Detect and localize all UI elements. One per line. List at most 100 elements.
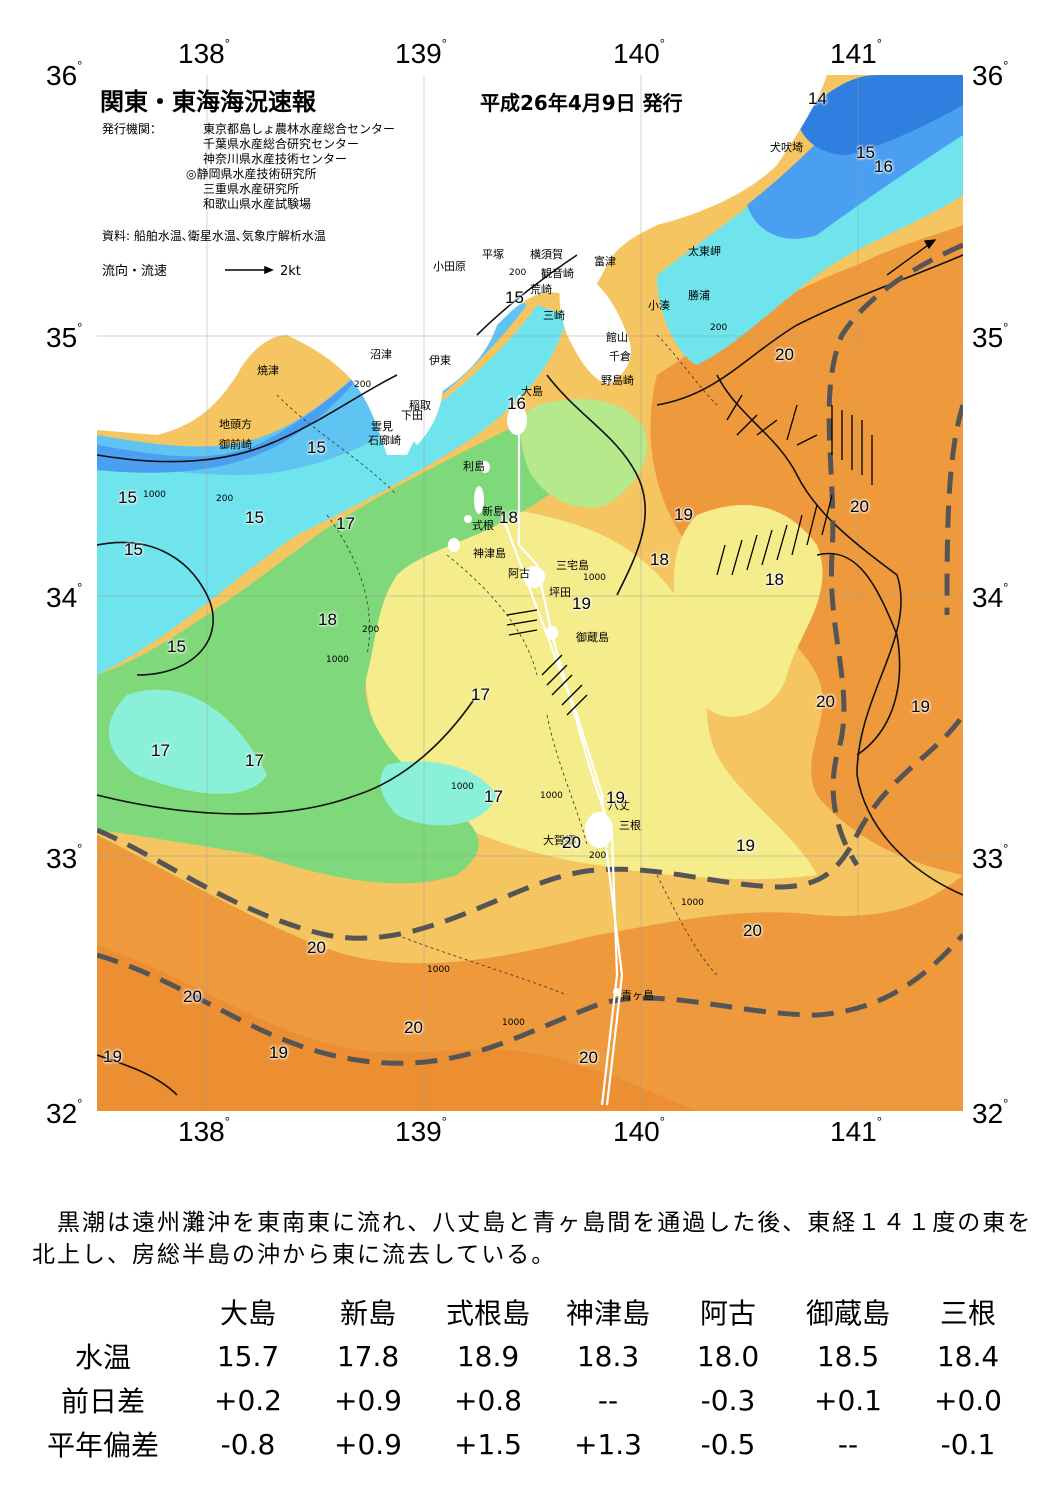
isotherm-label: 19 — [736, 836, 755, 855]
data-source: 資料: 船舶水温､衛星水温､気象庁解析水温 — [102, 229, 326, 243]
isotherm-label: 20 — [816, 692, 835, 711]
lon-label-138-bottom: 138° — [178, 1114, 230, 1147]
place-yokosuka: 横須賀 — [530, 248, 563, 261]
isotherm-label: 17 — [151, 741, 170, 760]
table-cell: 18.9 — [456, 1339, 520, 1373]
ne-deep-blue-water — [797, 75, 963, 155]
place-kannonzaki: 観音崎 — [541, 267, 574, 280]
isotherm-label: 15 — [307, 438, 326, 457]
isotherm-label: 17 — [245, 751, 264, 770]
station-header: 御蔵島 — [805, 1297, 890, 1330]
place-yaizu: 焼津 — [257, 364, 279, 377]
depth-label: 200 — [216, 494, 234, 504]
place-miyakejima: 三宅島 — [556, 559, 589, 572]
table-row: 水温 15.7 17.8 18.9 18.3 18.0 18.5 18.4 — [18, 1334, 1028, 1378]
place-ito: 伊東 — [429, 354, 451, 367]
table-header-row: 大島 新島 式根島 神津島 阿古 御蔵島 三根 — [18, 1290, 1028, 1334]
table-cell: +1.5 — [454, 1427, 522, 1461]
issuer-6: 和歌山県水産試験場 — [203, 197, 312, 211]
depth-label: 1000 — [451, 782, 474, 792]
cyan-water-sw — [108, 689, 268, 794]
depth-label: 200 — [710, 323, 728, 333]
table-cell: +0.1 — [814, 1383, 882, 1417]
depth-label: 200 — [354, 380, 372, 390]
land-kanto — [97, 75, 827, 455]
row-label: 前日差 — [60, 1385, 145, 1418]
depth-label: 1000 — [326, 655, 349, 665]
isotherm-label: 19 — [103, 1047, 122, 1066]
table-corner — [18, 1290, 188, 1334]
depth-label: 200 — [362, 625, 380, 635]
island-toshima — [480, 461, 490, 473]
issuer-label: 発行機関： — [102, 122, 163, 136]
yellow-water-east — [673, 505, 823, 717]
place-ako: 阿古 — [508, 567, 530, 580]
place-niijima: 新島 — [482, 505, 504, 518]
island-kozushima — [448, 538, 460, 552]
issuer-5: 三重県水産研究所 — [203, 182, 300, 196]
island-oshima — [507, 405, 527, 435]
isotherm-label: 15 — [505, 288, 524, 307]
issuer-2: 千葉県水産総合研究センター — [203, 137, 360, 151]
table-cell: 18.3 — [576, 1339, 640, 1373]
isotherm-label: 17 — [336, 514, 355, 533]
lon-label-140-bottom: 140° — [613, 1114, 665, 1147]
table-cell: 18.4 — [936, 1339, 1000, 1373]
table-cell: -- — [597, 1383, 619, 1417]
table-cell: +0.0 — [934, 1383, 1002, 1417]
isotherm-label: 19 — [674, 505, 693, 524]
place-hiratsuka: 平塚 — [482, 248, 504, 261]
depth-label: 1000 — [143, 490, 166, 500]
place-futtsu: 富津 — [594, 255, 616, 268]
lon-label-139-top: 139° — [395, 36, 447, 69]
lon-label-140-top: 140° — [613, 36, 665, 69]
lon-label-141-top: 141° — [830, 36, 882, 69]
table-cell: +0.9 — [334, 1383, 402, 1417]
land-izu-peninsula — [390, 315, 444, 445]
kuroshio-band-deep — [97, 945, 697, 1111]
cyan-water-south — [380, 761, 497, 826]
place-hachijo: 八丈 — [608, 799, 630, 812]
land-boso — [559, 265, 631, 385]
place-irozaki: 石廊崎 — [368, 434, 401, 447]
depth-label: 1000 — [681, 898, 704, 908]
isotherm-label: 17 — [471, 685, 490, 704]
table-cell: -0.5 — [700, 1427, 756, 1461]
lat-label-32-right: 32° — [972, 1096, 1009, 1129]
isotherm-label: 20 — [404, 1018, 423, 1037]
place-numazu: 沼津 — [370, 348, 392, 361]
lon-label-139-bottom: 139° — [395, 1114, 447, 1147]
isotherm-label: 15 — [118, 488, 137, 507]
ship-track — [500, 395, 624, 1106]
depth-label: 1000 — [583, 573, 606, 583]
table-cell: -0.1 — [940, 1427, 996, 1461]
isotherm-label: 20 — [183, 987, 202, 1006]
issuer-list: 東京都島しょ農林水産総合センター 千葉県水産総合研究センター 神奈川県水産技術セ… — [186, 122, 395, 212]
isotherm-label: 20 — [579, 1048, 598, 1067]
table-cell: -0.3 — [700, 1383, 756, 1417]
isotherm-lines — [97, 254, 963, 1096]
isotherm-label: 15 — [167, 637, 186, 656]
depth-label: 1000 — [540, 791, 563, 801]
depth-contours — [276, 334, 718, 996]
isotherm-label: 18 — [499, 508, 518, 527]
place-taitomisaki: 太東岬 — [688, 245, 721, 258]
place-kumomi: 雲見 — [371, 420, 393, 433]
place-jitogata: 地頭方 — [219, 418, 252, 431]
place-kozushima: 神津島 — [473, 547, 506, 560]
station-header: 新島 — [339, 1297, 396, 1330]
place-okago: 大賀郷 — [543, 834, 576, 847]
place-tsubota: 坪田 — [549, 586, 571, 599]
station-header: 神津島 — [565, 1297, 650, 1330]
issuer-3: 神奈川県水産技術センター — [203, 152, 348, 166]
station-header: 阿古 — [699, 1297, 756, 1330]
isotherm-label: 18 — [318, 610, 337, 629]
isotherm-label: 20 — [307, 938, 326, 957]
table-cell: 18.0 — [696, 1339, 760, 1373]
issue-date: 平成26年4月9日 発行 — [480, 91, 683, 115]
cyan-water-region — [97, 305, 567, 675]
place-kominato: 小湊 — [648, 299, 670, 312]
current-arrows — [506, 239, 937, 716]
lat-label-33-left: 33° — [46, 841, 83, 874]
table-cell: +0.8 — [454, 1383, 522, 1417]
